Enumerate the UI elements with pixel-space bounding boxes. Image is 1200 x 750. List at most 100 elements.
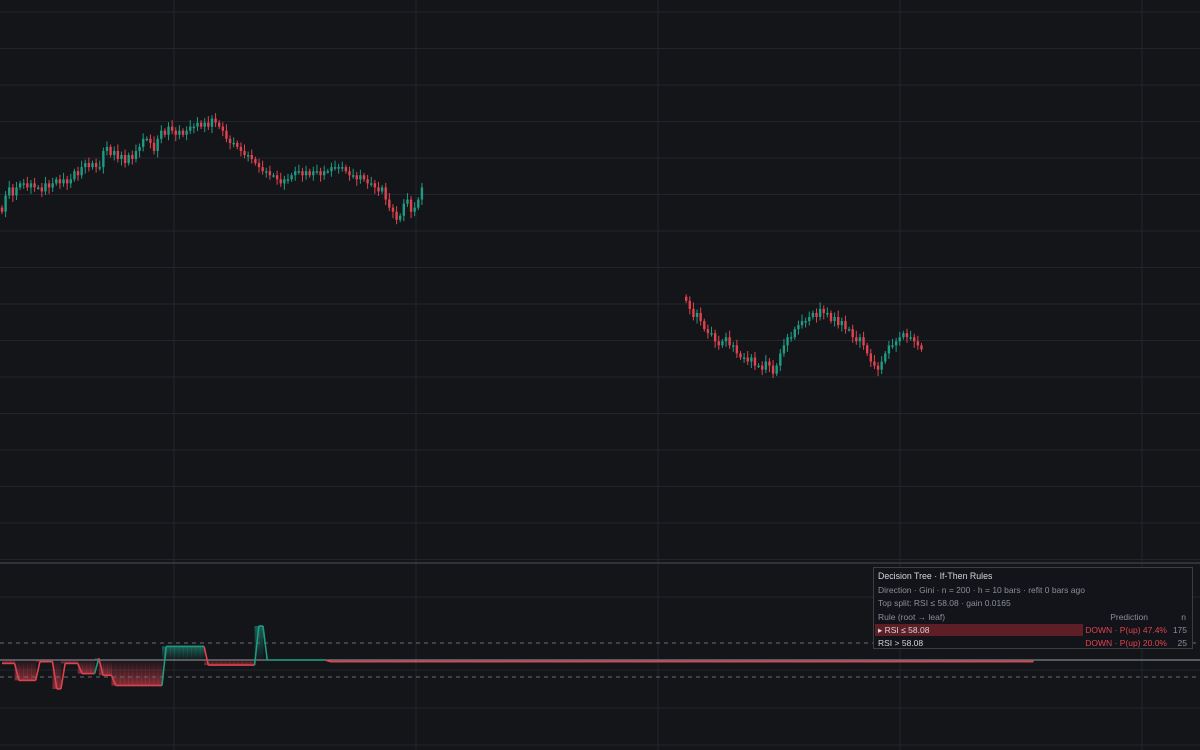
candle-body <box>420 187 424 200</box>
candle-body <box>210 118 214 127</box>
osc-fill-down <box>806 660 811 662</box>
osc-fill-down <box>515 660 521 662</box>
osc-fill-down <box>56 660 62 689</box>
candle-body <box>913 337 916 342</box>
osc-fill-down <box>620 660 626 662</box>
candle-body <box>297 171 301 173</box>
candle-body <box>250 155 253 160</box>
osc-fill-down <box>839 660 845 662</box>
osc-fill-down <box>81 660 87 674</box>
candle-body <box>789 337 793 339</box>
header-n: n <box>1181 612 1186 622</box>
osc-fill-down <box>608 660 613 662</box>
osc-fill-up <box>187 646 192 660</box>
osc-fill-down <box>945 660 950 662</box>
osc-fill-down <box>149 660 155 686</box>
osc-line-segment <box>262 625 269 661</box>
candle-body <box>196 122 199 127</box>
osc-fill-down <box>591 660 597 662</box>
osc-fill-down <box>625 660 630 662</box>
osc-fill-down <box>978 660 984 662</box>
osc-fill-down <box>692 660 698 662</box>
osc-fill-down <box>966 660 971 662</box>
osc-fill-down <box>368 660 373 662</box>
rule-text: RSI > 58.08 <box>878 638 924 648</box>
osc-fill-down <box>545 660 550 662</box>
candle-body <box>684 296 688 301</box>
osc-fill-down <box>237 660 243 666</box>
osc-fill-down <box>406 660 411 662</box>
osc-fill-down <box>364 660 369 662</box>
rule-row-active[interactable]: ▸ RSI ≤ 58.08 DOWN · P(up) 47.4% 175 <box>874 624 1192 636</box>
candle-body <box>873 361 876 366</box>
candle-body <box>786 337 789 346</box>
candle-body <box>771 365 775 374</box>
candle-body <box>887 345 891 354</box>
osc-line-segment <box>77 663 83 674</box>
osc-fill-down <box>860 660 866 662</box>
osc-fill-down <box>936 660 942 662</box>
osc-fill-down <box>684 660 689 662</box>
osc-fill-down <box>654 660 660 662</box>
candle-body <box>764 361 768 370</box>
rule-text: ▸ RSI ≤ 58.08 <box>878 625 930 635</box>
osc-fill-down <box>330 660 336 662</box>
osc-fill-down <box>932 660 938 662</box>
osc-fill-down <box>448 660 453 662</box>
osc-fill-up <box>94 658 100 660</box>
osc-fill-down <box>982 660 988 662</box>
osc-fill-down <box>873 660 879 662</box>
candle-body <box>409 199 413 212</box>
candle-body <box>160 130 163 139</box>
candle-body <box>167 126 170 135</box>
candle-body <box>916 341 920 346</box>
osc-fill-down <box>578 660 584 662</box>
candle-body <box>399 215 402 220</box>
candle-body <box>185 130 188 135</box>
osc-fill-down <box>810 660 816 662</box>
osc-fill-down <box>671 660 677 662</box>
candle-body <box>214 118 217 123</box>
candle-body <box>865 345 869 354</box>
osc-line-segment <box>93 658 100 674</box>
osc-fill-down <box>27 660 32 681</box>
candle-body <box>894 341 898 346</box>
candle-body <box>695 312 699 317</box>
candle-body <box>417 199 420 208</box>
candle-body <box>348 171 351 176</box>
candle-body <box>742 357 746 359</box>
candle-body <box>218 122 221 127</box>
osc-fill-down <box>961 660 967 662</box>
candle-body <box>797 325 800 330</box>
candle-body <box>826 312 829 315</box>
candle-body <box>811 312 815 317</box>
candle-body <box>344 167 348 172</box>
candle-body <box>688 300 691 309</box>
osc-fill-down <box>250 660 256 666</box>
candle-body <box>717 341 720 346</box>
candle-body <box>84 163 87 168</box>
osc-fill-down <box>31 660 37 681</box>
osc-fill-down <box>477 660 483 662</box>
candle-body <box>391 207 395 212</box>
osc-fill-down <box>991 660 997 662</box>
candle-body <box>272 175 275 177</box>
candle-body <box>261 167 264 172</box>
rule-row[interactable]: RSI > 58.08 DOWN · P(up) 20.0% 25 <box>874 637 1192 649</box>
candle-body <box>239 146 243 151</box>
candle-body <box>221 126 225 131</box>
candle-body <box>304 171 308 176</box>
candle-body <box>152 142 156 151</box>
osc-fill-down <box>814 660 820 662</box>
osc-fill-down <box>974 660 980 662</box>
candle-body <box>105 146 109 151</box>
candle-body <box>322 171 326 176</box>
candle-body <box>362 175 366 180</box>
candle-body <box>851 329 854 338</box>
candle-body <box>174 130 177 135</box>
candle-body <box>833 317 836 322</box>
osc-fill-down <box>717 660 723 662</box>
osc-fill-down <box>637 660 643 662</box>
osc-fill-down <box>229 660 235 666</box>
candle-body <box>134 150 138 160</box>
